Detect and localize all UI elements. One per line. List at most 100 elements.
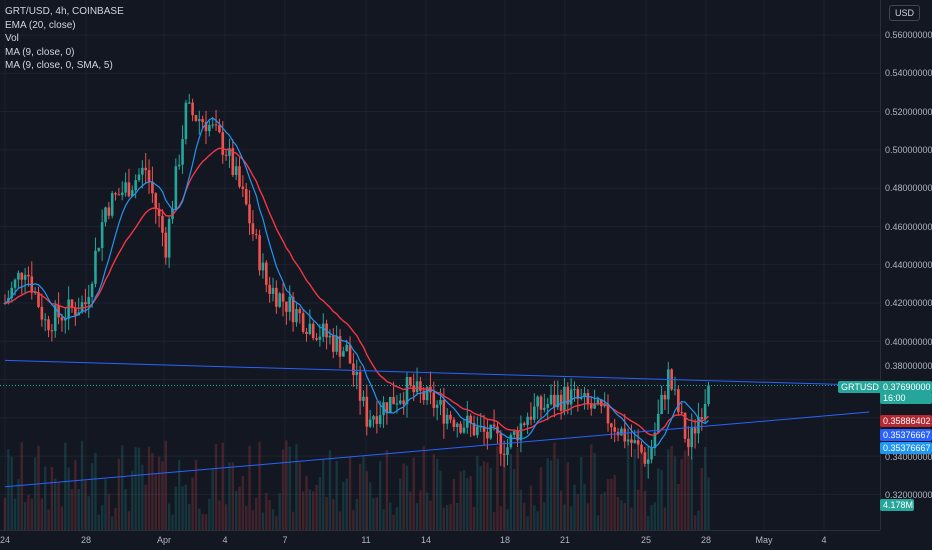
candle-body	[563, 386, 566, 411]
candle-body	[566, 386, 570, 405]
volume-bar	[167, 503, 171, 530]
volume-bar	[275, 516, 278, 530]
trendline-resistance[interactable]	[4, 359, 870, 386]
volume-bar	[469, 475, 472, 530]
candle-body	[459, 423, 462, 433]
candle-body	[100, 222, 104, 249]
countdown-label: 16:00	[880, 392, 932, 404]
candle-body	[667, 369, 670, 400]
volume-bar	[10, 456, 13, 530]
volume-bar	[449, 503, 452, 530]
volume-bar	[422, 445, 425, 530]
volume-bar	[663, 507, 667, 530]
trendline-support[interactable]	[4, 411, 870, 488]
volume-bar	[700, 467, 703, 530]
volume-bar	[255, 497, 258, 530]
price-tick: 0.42000000	[885, 298, 932, 308]
volume-bar	[124, 489, 127, 530]
candle-body	[409, 377, 412, 386]
volume-bar	[111, 516, 114, 530]
volume-bar	[17, 479, 20, 530]
volume-bar	[389, 502, 392, 530]
candle-body	[278, 293, 281, 307]
volume-bar	[147, 446, 151, 530]
volume-bar	[161, 461, 164, 530]
candle-body	[301, 313, 305, 332]
candle-body	[600, 399, 603, 407]
candle-body	[529, 416, 533, 420]
volume-bar	[409, 491, 412, 530]
volume-bar	[13, 498, 17, 530]
candle-body	[375, 416, 379, 424]
candle-body	[630, 439, 633, 443]
candle-body	[559, 394, 563, 411]
legend-vol[interactable]: Vol	[5, 33, 19, 44]
candle-body	[610, 423, 613, 428]
volume-bar	[114, 508, 117, 530]
candle-body	[486, 431, 489, 439]
volume-bar	[37, 445, 40, 530]
candle-body	[399, 400, 402, 404]
price-tick: 0.38000000	[885, 361, 932, 371]
time-tick: 28	[80, 535, 92, 545]
candle-body	[392, 396, 395, 405]
legend-ma[interactable]: MA (9, close, 0)	[5, 46, 75, 58]
volume-bar	[683, 450, 687, 530]
volume-bar	[566, 462, 569, 530]
volume-bar	[218, 500, 221, 530]
volume-bar	[563, 504, 566, 530]
price-tick: 0.48000000	[885, 183, 932, 193]
candle-body	[281, 293, 285, 302]
candle-body	[37, 292, 40, 307]
volume-bar	[435, 459, 439, 530]
volume-bar	[77, 488, 80, 530]
time-tick: 21	[559, 535, 571, 545]
legend-ema[interactable]: EMA (20, close)	[5, 19, 76, 31]
volume-bar	[439, 470, 442, 530]
legend-ma2[interactable]: MA (9, close, 0, SMA, 5)	[5, 60, 113, 71]
candle-body	[553, 394, 556, 408]
volume-bar	[268, 500, 271, 530]
price-tick: 0.46000000	[885, 222, 932, 232]
legend-title[interactable]: GRT/USD, 4h, COINBASE	[5, 6, 124, 17]
volume-bar	[90, 463, 94, 530]
time-tick: 14	[420, 535, 432, 545]
volume-bar	[64, 442, 67, 530]
candle-body	[522, 423, 526, 425]
candle-body	[164, 232, 168, 258]
candle-body	[53, 305, 57, 332]
price-tick: 0.40000000	[885, 337, 932, 347]
volume-bar	[131, 470, 134, 530]
candle-body	[3, 302, 7, 304]
chart-area[interactable]: GRT/USD, 4h, COINBASE EMA (20, close) Vo…	[0, 0, 880, 530]
volume-bar	[338, 511, 342, 530]
candle-body	[288, 296, 292, 312]
volume-bar	[583, 484, 586, 530]
price-axis[interactable]: USD 0.56000000 0.54000000 0.52000000 0.5…	[880, 0, 932, 530]
currency-button[interactable]: USD	[888, 5, 920, 21]
volume-bar	[476, 456, 479, 530]
time-axis[interactable]: 24 28 Apr 4 7 11 14 18 21 25 28 May 4	[0, 530, 880, 550]
volume-bar	[308, 489, 312, 530]
volume-bar	[80, 440, 84, 530]
price-chart[interactable]	[0, 0, 880, 530]
candle-body	[543, 407, 546, 410]
volume-bar	[198, 508, 201, 530]
candle-body	[462, 427, 466, 433]
volume-bar	[419, 490, 422, 530]
volume-bar	[429, 500, 432, 530]
volume-bar	[697, 510, 700, 530]
candle-body	[107, 207, 111, 216]
volume-bar	[348, 456, 352, 530]
candle-body	[20, 272, 24, 280]
candle-body	[576, 389, 580, 399]
volume-bar	[144, 484, 147, 530]
candle-body	[120, 192, 124, 196]
volume-bar	[636, 489, 640, 530]
candle-body	[338, 336, 342, 357]
volume-bar	[365, 471, 368, 530]
candle-body	[208, 124, 211, 132]
volume-bar	[221, 442, 224, 530]
candle-body	[204, 122, 208, 132]
volume-bar	[690, 457, 693, 530]
